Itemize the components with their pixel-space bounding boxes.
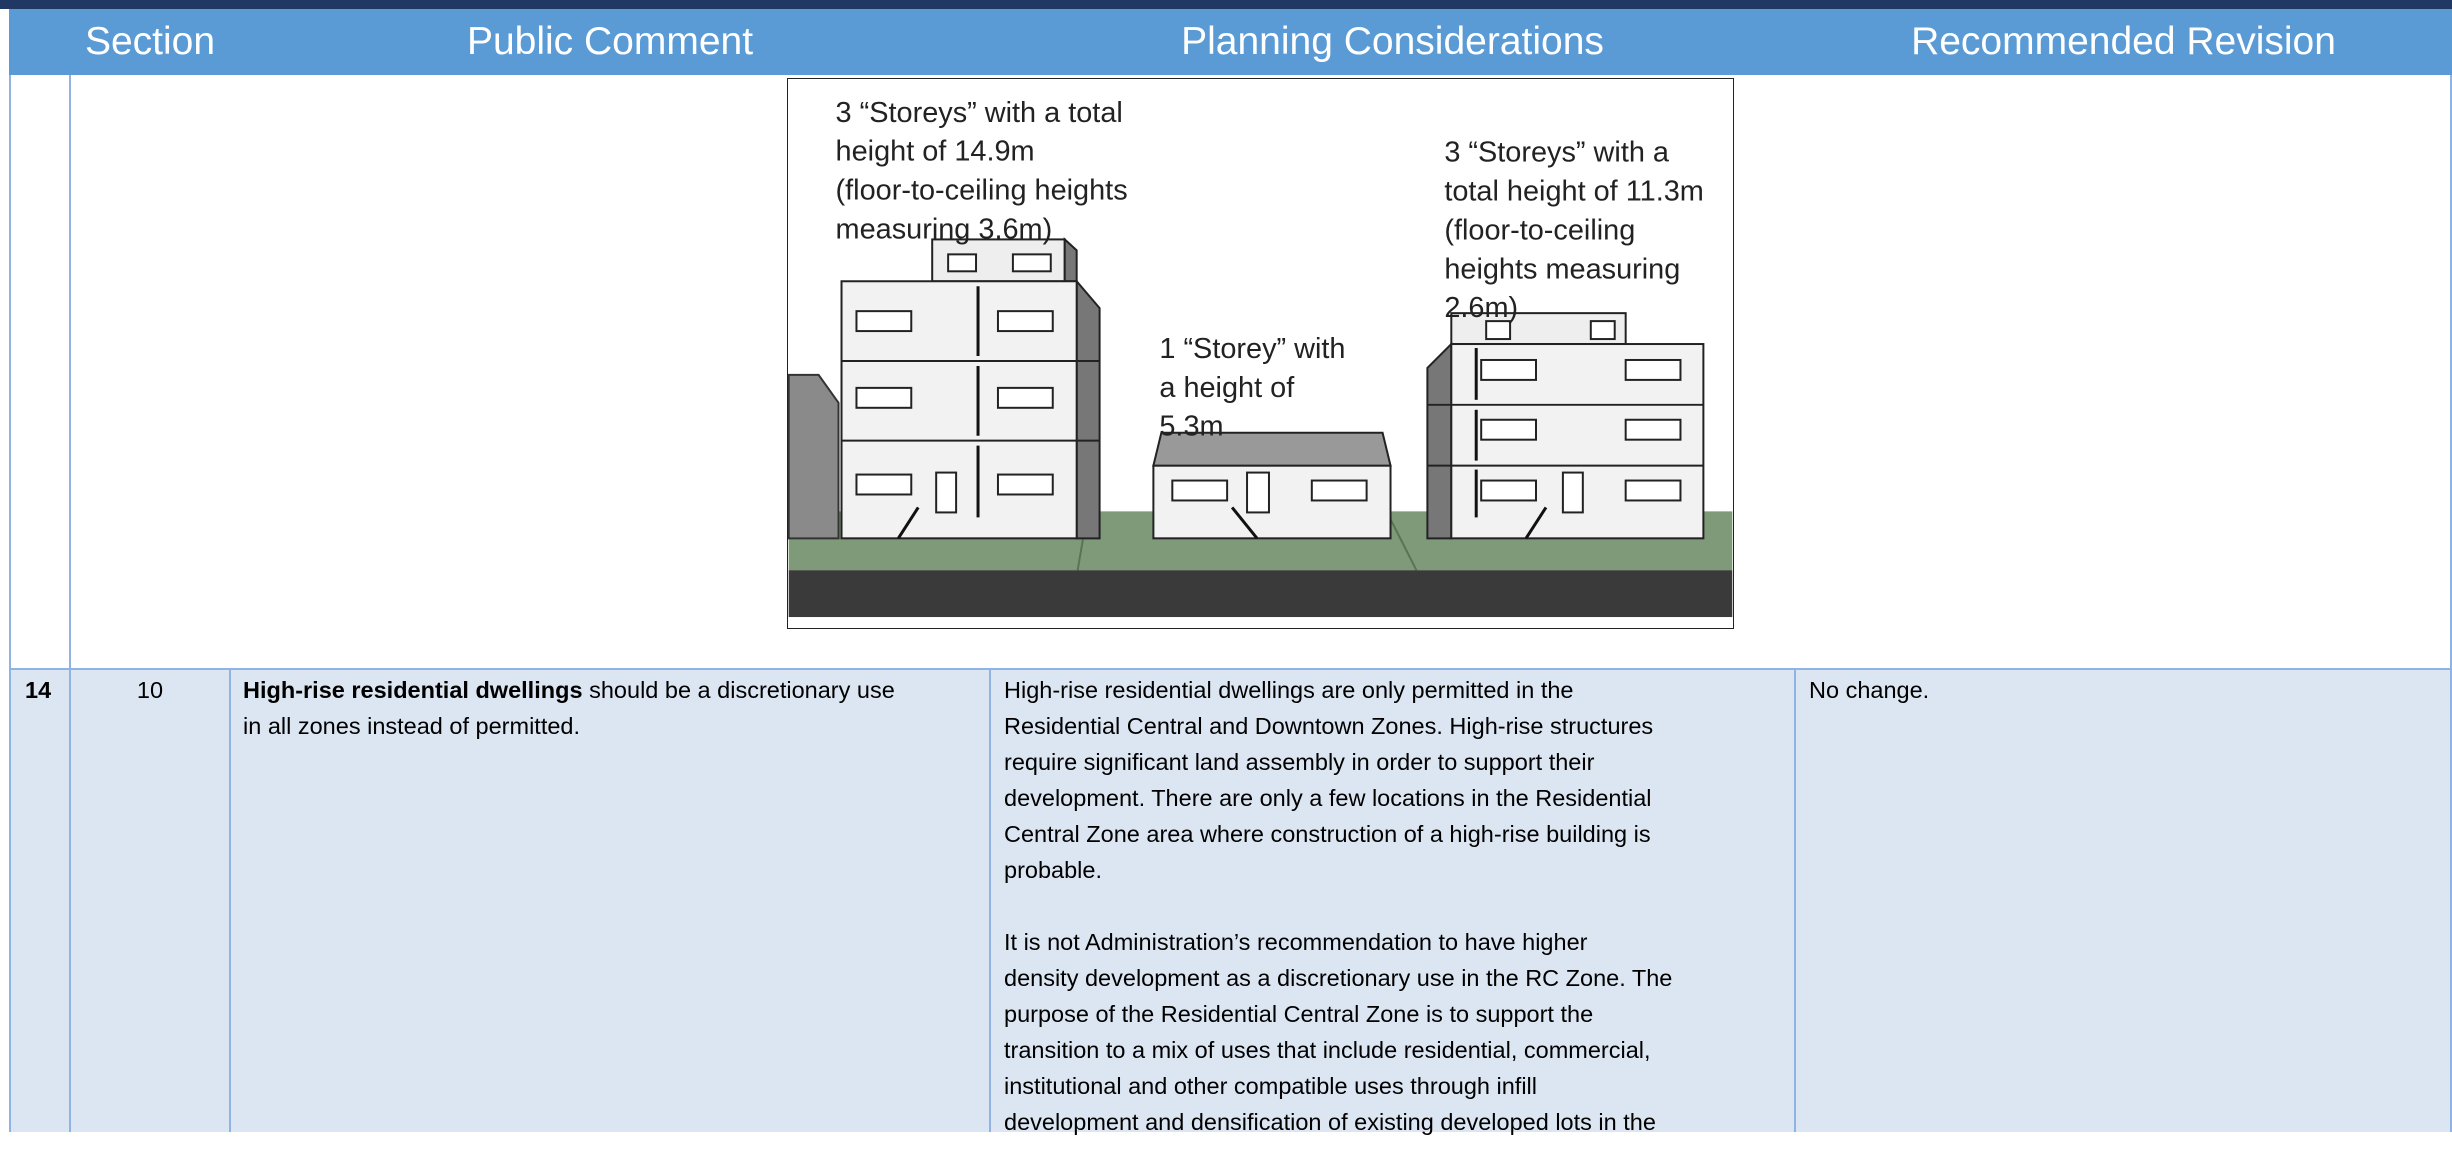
page: Section Public Comment Planning Consider…	[0, 0, 2452, 1135]
text-line: institutional and other compatible uses …	[1004, 1073, 1537, 1099]
building-height-illustration: 3 “Storeys” with a total height of 14.9m (…	[787, 78, 1734, 629]
column-header: Recommended Revision	[1911, 20, 2336, 63]
border	[2450, 75, 2452, 1132]
text-line: development and densification of existin…	[1004, 1109, 1656, 1135]
border	[9, 668, 2452, 670]
comment-text: should be a discretionary use	[589, 677, 895, 703]
comment-bold: High-rise residential dwellings	[243, 677, 583, 703]
comment-line: in all zones instead of permitted.	[243, 713, 581, 739]
text-line: High-rise residential dwellings are only…	[1004, 677, 1574, 703]
text-line: development. There are only a few locati…	[1004, 785, 1652, 811]
table-row	[9, 669, 2452, 1132]
comment-line: High-rise residential dwellings should be…	[243, 672, 983, 708]
column-header: Public Comment	[466, 20, 754, 63]
caption-line: 3 “Storeys” with a total	[836, 97, 1123, 129]
column-header: Planning Considerations	[1181, 20, 1604, 63]
border	[989, 669, 991, 1132]
text-line: purpose of the Residential Central Zone …	[1004, 1001, 1594, 1027]
caption-line: 5.3m	[1159, 411, 1223, 443]
header-band	[9, 9, 2452, 75]
text-line: Residential Central and Downtown Zones. …	[1004, 713, 1654, 739]
paragraph: High-rise residential dwellings are only…	[1004, 672, 1789, 888]
caption-line: measuring 3.6m)	[836, 213, 1053, 245]
column-header: Section	[84, 20, 216, 63]
caption-line: 3 “Storeys” with a	[1444, 137, 1670, 169]
recommended-revision: No change.	[1809, 677, 1930, 703]
border	[1794, 669, 1796, 1132]
paragraph: It is not Administration’s recommendatio…	[1004, 924, 1789, 1140]
public-comment: High-rise residential dwellings should be…	[243, 672, 983, 744]
caption-line: 2.6m)	[1444, 292, 1518, 324]
caption-line: height of 14.9m	[836, 136, 1035, 168]
border	[229, 669, 231, 1132]
text-line: density development as a discretionary u…	[1004, 965, 1673, 991]
text-line: It is not Administration’s recommendatio…	[1004, 929, 1588, 955]
section-number: 10	[136, 677, 164, 703]
border	[9, 75, 11, 1132]
text-line: require significant land assembly in ord…	[1004, 749, 1595, 775]
caption-line: (floor-to-ceiling heights	[836, 175, 1128, 207]
text-line: Central Zone area where construction of …	[1004, 821, 1651, 847]
top-bar	[0, 0, 2452, 9]
caption-line: heights measuring	[1444, 253, 1680, 285]
text-line: probable.	[1004, 857, 1102, 883]
row-number: 14	[25, 677, 52, 703]
caption-line: (floor-to-ceiling	[1444, 214, 1635, 246]
border	[69, 75, 71, 1132]
caption-line: total height of 11.3m	[1444, 176, 1704, 208]
text-line: transition to a mix of uses that include…	[1004, 1037, 1651, 1063]
caption-line: 1 “Storey” with	[1159, 333, 1345, 365]
planning-considerations: High-rise residential dwellings are only…	[1004, 672, 1789, 1176]
caption-line: a height of	[1159, 372, 1295, 404]
